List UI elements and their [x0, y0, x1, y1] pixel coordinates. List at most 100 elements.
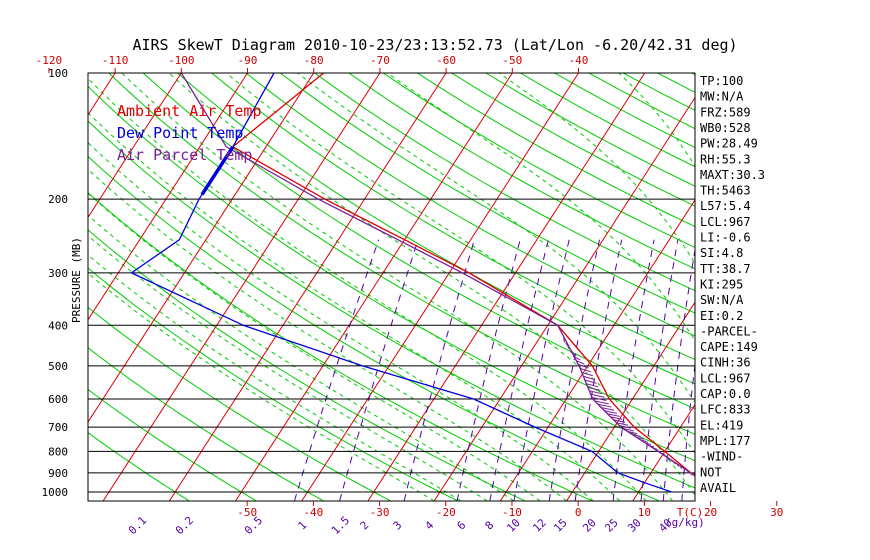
dry-adiabat	[382, 73, 695, 249]
cape-hatch	[619, 425, 632, 429]
top-tick-label: -60	[436, 54, 456, 67]
mixing-ratio-label: 30	[625, 516, 644, 535]
legend-entry: Air Parcel Temp	[117, 146, 252, 164]
top-tick-label: -40	[569, 54, 589, 67]
pressure-tick-label: 100	[48, 67, 68, 80]
dry-adiabat	[88, 85, 695, 462]
air-parcel-temp-line	[180, 73, 695, 477]
index-entry: SW:N/A	[700, 293, 744, 307]
isotherm	[632, 403, 695, 501]
mixing-ratio-label: 0.2	[173, 514, 196, 537]
index-entry: -WIND-	[700, 450, 743, 464]
cape-hatch	[563, 338, 566, 343]
cape-hatch	[590, 393, 605, 398]
cape-hatch	[586, 386, 601, 391]
isotherm	[301, 73, 579, 501]
cape-hatch	[565, 342, 569, 348]
dry-adiabat	[245, 73, 695, 337]
mixing-ratio-label: 25	[602, 516, 621, 535]
bottom-tick-label: 10	[638, 506, 651, 519]
cape-hatch	[612, 419, 626, 423]
moist-adiabat	[88, 112, 620, 501]
cape-hatch	[583, 379, 597, 384]
isotherm	[88, 73, 248, 321]
mixing-ratio-line	[812, 240, 822, 501]
mixing-ratio-label: 3	[391, 519, 405, 533]
isotherm	[433, 96, 695, 501]
isotherm	[499, 199, 695, 501]
bottom-tick-label: -50	[237, 506, 257, 519]
isotherm	[88, 73, 315, 423]
bottom-tick-label: 20	[704, 506, 717, 519]
cape-hatch	[582, 375, 595, 381]
dry-adiabat	[88, 155, 660, 501]
mixing-ratio-unit: (g/kg)	[665, 516, 705, 529]
dry-adiabat	[348, 73, 695, 270]
isotherm	[765, 73, 870, 501]
index-entry: FRZ:589	[700, 105, 751, 119]
mixing-ratio-label: 1	[296, 519, 310, 533]
isotherm	[367, 73, 646, 501]
pressure-tick-label: 800	[48, 445, 68, 458]
mixing-ratio-label: 8	[483, 519, 497, 533]
cape-hatch	[594, 400, 609, 405]
mixing-ratio-line	[662, 246, 695, 501]
moist-adiabat	[168, 73, 695, 497]
index-entry: PW:28.49	[700, 137, 758, 151]
pressure-tick-label: 500	[48, 360, 68, 373]
cape-hatch	[581, 371, 593, 377]
mixing-ratio-line	[489, 239, 549, 501]
moist-adiabat	[121, 73, 673, 501]
cape-hatch	[603, 410, 617, 414]
dry-adiabat	[88, 267, 458, 501]
index-entry: RH:55.3	[700, 152, 751, 166]
isotherm	[168, 73, 447, 501]
dry-adiabat	[108, 73, 695, 435]
isotherm	[566, 301, 695, 501]
mixing-ratio-label: 0.1	[126, 514, 149, 537]
cape-hatch	[597, 403, 612, 408]
top-tick-label: -120	[36, 54, 63, 67]
mixing-ratio-line	[612, 239, 655, 501]
moist-adiabat	[88, 272, 435, 501]
index-entry: MW:N/A	[700, 90, 744, 104]
sounding-series	[130, 73, 695, 493]
dry-adiabat	[795, 73, 870, 501]
diagram-grid	[88, 73, 870, 501]
mixing-ratio-line	[456, 239, 521, 501]
legend-entry: Ambient Air Temp	[117, 102, 262, 120]
index-entry: SI:4.8	[700, 246, 743, 260]
top-tick-label: -80	[304, 54, 324, 67]
index-entry: TH:5463	[700, 184, 751, 198]
dew-point-thick-segment	[200, 145, 235, 196]
mixing-ratio-line	[403, 239, 475, 501]
ambient-air-temp-line	[231, 73, 695, 476]
moist-adiabat	[88, 77, 647, 501]
cape-hatch	[615, 422, 629, 426]
mixing-ratio-label: 20	[580, 516, 599, 535]
mixing-ratio-label: 4	[423, 518, 437, 532]
index-entry: EI:0.2	[700, 309, 743, 323]
dew-point-temp-line	[130, 73, 672, 493]
isotherm	[102, 73, 381, 501]
dry-adiabat	[657, 73, 695, 93]
pressure-tick-label: 200	[48, 193, 68, 206]
isotherm	[235, 73, 513, 501]
isotherm	[88, 73, 116, 116]
top-tick-label: -110	[102, 54, 129, 67]
mixing-ratio-label: 12	[530, 516, 549, 535]
mixing-ratio-line	[513, 239, 570, 501]
dry-adiabat	[177, 73, 695, 385]
top-tick-label: -90	[238, 54, 258, 67]
moist-adiabat	[88, 142, 594, 501]
chart-title: AIRS SkewT Diagram 2010-10-23/23:13:52.7…	[132, 36, 737, 54]
bottom-tick-label: -40	[303, 506, 323, 519]
pressure-tick-label: 1000	[42, 486, 69, 499]
index-entry: LI:-0.6	[700, 231, 751, 245]
mixing-ratio-line	[780, 240, 795, 501]
index-entry: LCL:967	[700, 371, 751, 385]
dry-adiabat	[760, 73, 870, 501]
index-entry: -PARCEL-	[700, 324, 758, 338]
index-entry: WB0:528	[700, 121, 751, 135]
